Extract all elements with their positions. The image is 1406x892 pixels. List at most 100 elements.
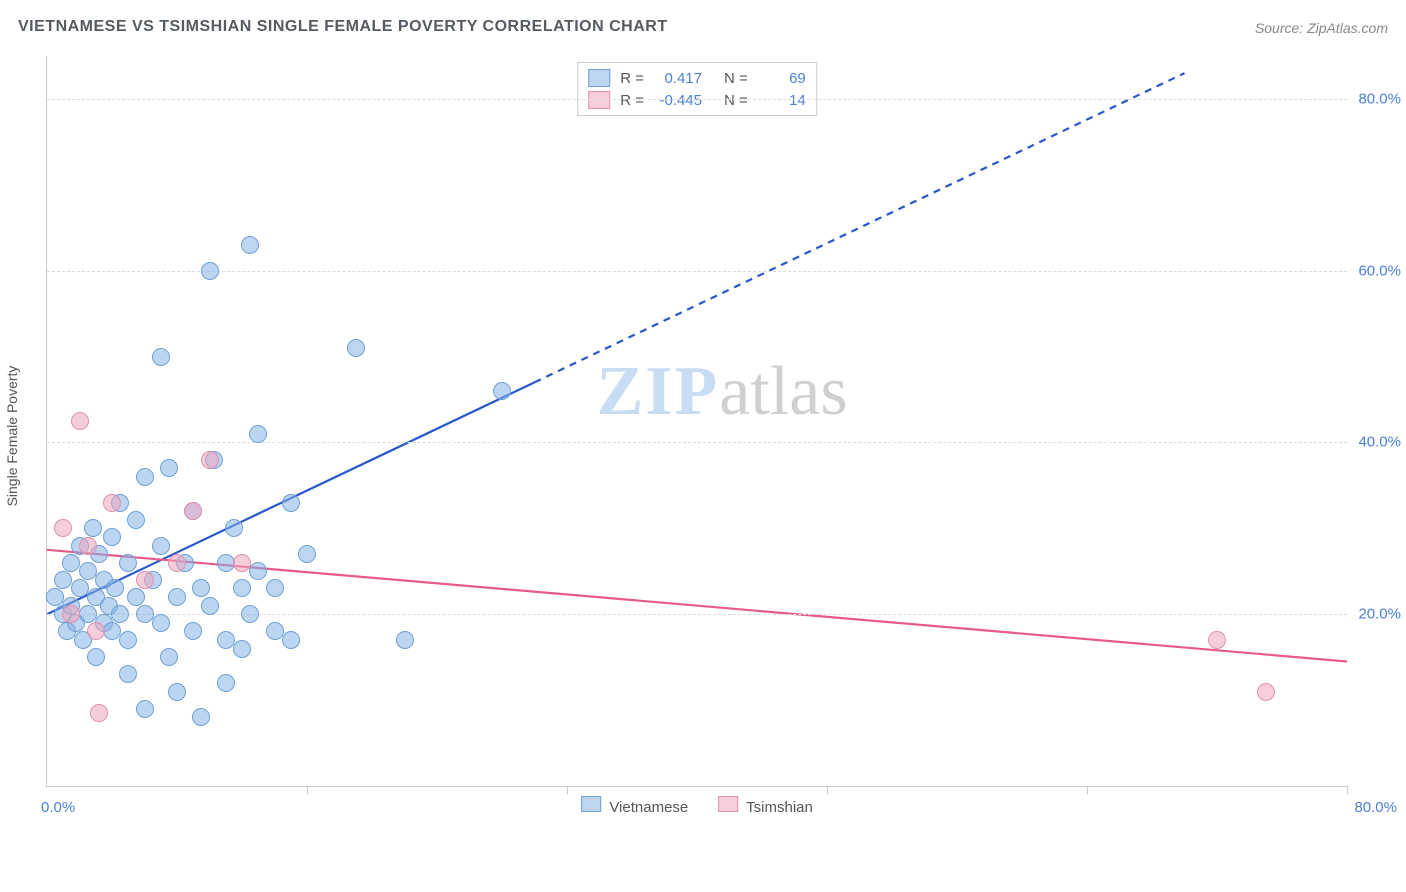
scatter-plot: ZIPatlas R = 0.417 N = 69 R = -0.445 N =… (46, 56, 1347, 787)
data-point-vietnamese (127, 588, 145, 606)
data-point-vietnamese (79, 605, 97, 623)
x-tick (827, 786, 828, 794)
swatch-icon (718, 796, 738, 812)
x-tick (1347, 786, 1348, 794)
data-point-vietnamese (119, 665, 137, 683)
r-value: -0.445 (650, 92, 702, 109)
data-point-tsimshian (1257, 683, 1275, 701)
legend-row-tsimshian: R = -0.445 N = 14 (588, 89, 806, 111)
n-value: 69 (754, 70, 806, 87)
watermark-zip: ZIP (597, 353, 720, 430)
y-tick-label: 80.0% (1351, 90, 1401, 107)
legend-item-tsimshian: Tsimshian (718, 796, 813, 816)
chart-title: VIETNAMESE VS TSIMSHIAN SINGLE FEMALE PO… (18, 18, 1388, 36)
data-point-vietnamese (233, 640, 251, 658)
legend-item-vietnamese: Vietnamese (581, 796, 688, 816)
data-point-vietnamese (103, 622, 121, 640)
legend-label: Tsimshian (746, 799, 813, 816)
data-point-vietnamese (217, 674, 235, 692)
watermark: ZIPatlas (597, 352, 848, 432)
data-point-vietnamese (233, 579, 251, 597)
data-point-vietnamese (160, 648, 178, 666)
data-point-vietnamese (249, 425, 267, 443)
data-point-vietnamese (396, 631, 414, 649)
n-label: N = (724, 70, 748, 87)
gridline (47, 271, 1347, 272)
data-point-vietnamese (152, 614, 170, 632)
data-point-vietnamese (249, 562, 267, 580)
data-point-tsimshian (54, 519, 72, 537)
data-point-tsimshian (201, 451, 219, 469)
data-point-vietnamese (192, 708, 210, 726)
data-point-vietnamese (241, 605, 259, 623)
data-point-vietnamese (79, 562, 97, 580)
x-tick (307, 786, 308, 794)
data-point-vietnamese (217, 631, 235, 649)
data-point-tsimshian (71, 412, 89, 430)
data-point-vietnamese (266, 579, 284, 597)
data-point-vietnamese (201, 262, 219, 280)
data-point-vietnamese (136, 700, 154, 718)
legend-row-vietnamese: R = 0.417 N = 69 (588, 67, 806, 89)
data-point-vietnamese (119, 554, 137, 572)
data-point-tsimshian (184, 502, 202, 520)
data-point-vietnamese (168, 683, 186, 701)
legend-label: Vietnamese (609, 799, 688, 816)
x-tick (1087, 786, 1088, 794)
source-label: Source: ZipAtlas.com (1255, 20, 1388, 36)
data-point-vietnamese (282, 631, 300, 649)
data-point-vietnamese (119, 631, 137, 649)
n-value: 14 (754, 92, 806, 109)
data-point-tsimshian (136, 571, 154, 589)
data-point-vietnamese (103, 528, 121, 546)
trend-line (535, 73, 1185, 382)
x-tick-label-min: 0.0% (41, 799, 75, 816)
data-point-tsimshian (79, 537, 97, 555)
legend-series: Vietnamese Tsimshian (581, 796, 813, 816)
data-point-tsimshian (233, 554, 251, 572)
data-point-vietnamese (201, 597, 219, 615)
data-point-vietnamese (192, 579, 210, 597)
r-label: R = (620, 70, 644, 87)
gridline (47, 442, 1347, 443)
data-point-vietnamese (184, 622, 202, 640)
y-tick-label: 60.0% (1351, 262, 1401, 279)
data-point-tsimshian (90, 704, 108, 722)
data-point-vietnamese (168, 588, 186, 606)
legend-correlation: R = 0.417 N = 69 R = -0.445 N = 14 (577, 62, 817, 116)
n-label: N = (724, 92, 748, 109)
y-axis-label: Single Female Poverty (4, 366, 20, 507)
swatch-icon (588, 69, 610, 87)
data-point-vietnamese (136, 605, 154, 623)
data-point-vietnamese (71, 579, 89, 597)
data-point-vietnamese (298, 545, 316, 563)
data-point-vietnamese (111, 605, 129, 623)
gridline (47, 99, 1347, 100)
y-tick-label: 20.0% (1351, 606, 1401, 623)
data-point-tsimshian (62, 605, 80, 623)
y-tick-label: 40.0% (1351, 434, 1401, 451)
data-point-vietnamese (152, 348, 170, 366)
data-point-vietnamese (54, 571, 72, 589)
data-point-vietnamese (84, 519, 102, 537)
r-value: 0.417 (650, 70, 702, 87)
data-point-tsimshian (1208, 631, 1226, 649)
data-point-tsimshian (87, 622, 105, 640)
data-point-vietnamese (87, 648, 105, 666)
data-point-tsimshian (103, 494, 121, 512)
data-point-vietnamese (127, 511, 145, 529)
data-point-vietnamese (136, 468, 154, 486)
data-point-vietnamese (266, 622, 284, 640)
trend-lines (47, 56, 1347, 786)
data-point-vietnamese (62, 554, 80, 572)
data-point-vietnamese (106, 579, 124, 597)
data-point-vietnamese (160, 459, 178, 477)
data-point-vietnamese (282, 494, 300, 512)
swatch-icon (581, 796, 601, 812)
x-tick-label-max: 80.0% (1354, 799, 1397, 816)
data-point-vietnamese (46, 588, 64, 606)
data-point-vietnamese (241, 236, 259, 254)
data-point-tsimshian (168, 554, 186, 572)
r-label: R = (620, 92, 644, 109)
data-point-vietnamese (225, 519, 243, 537)
